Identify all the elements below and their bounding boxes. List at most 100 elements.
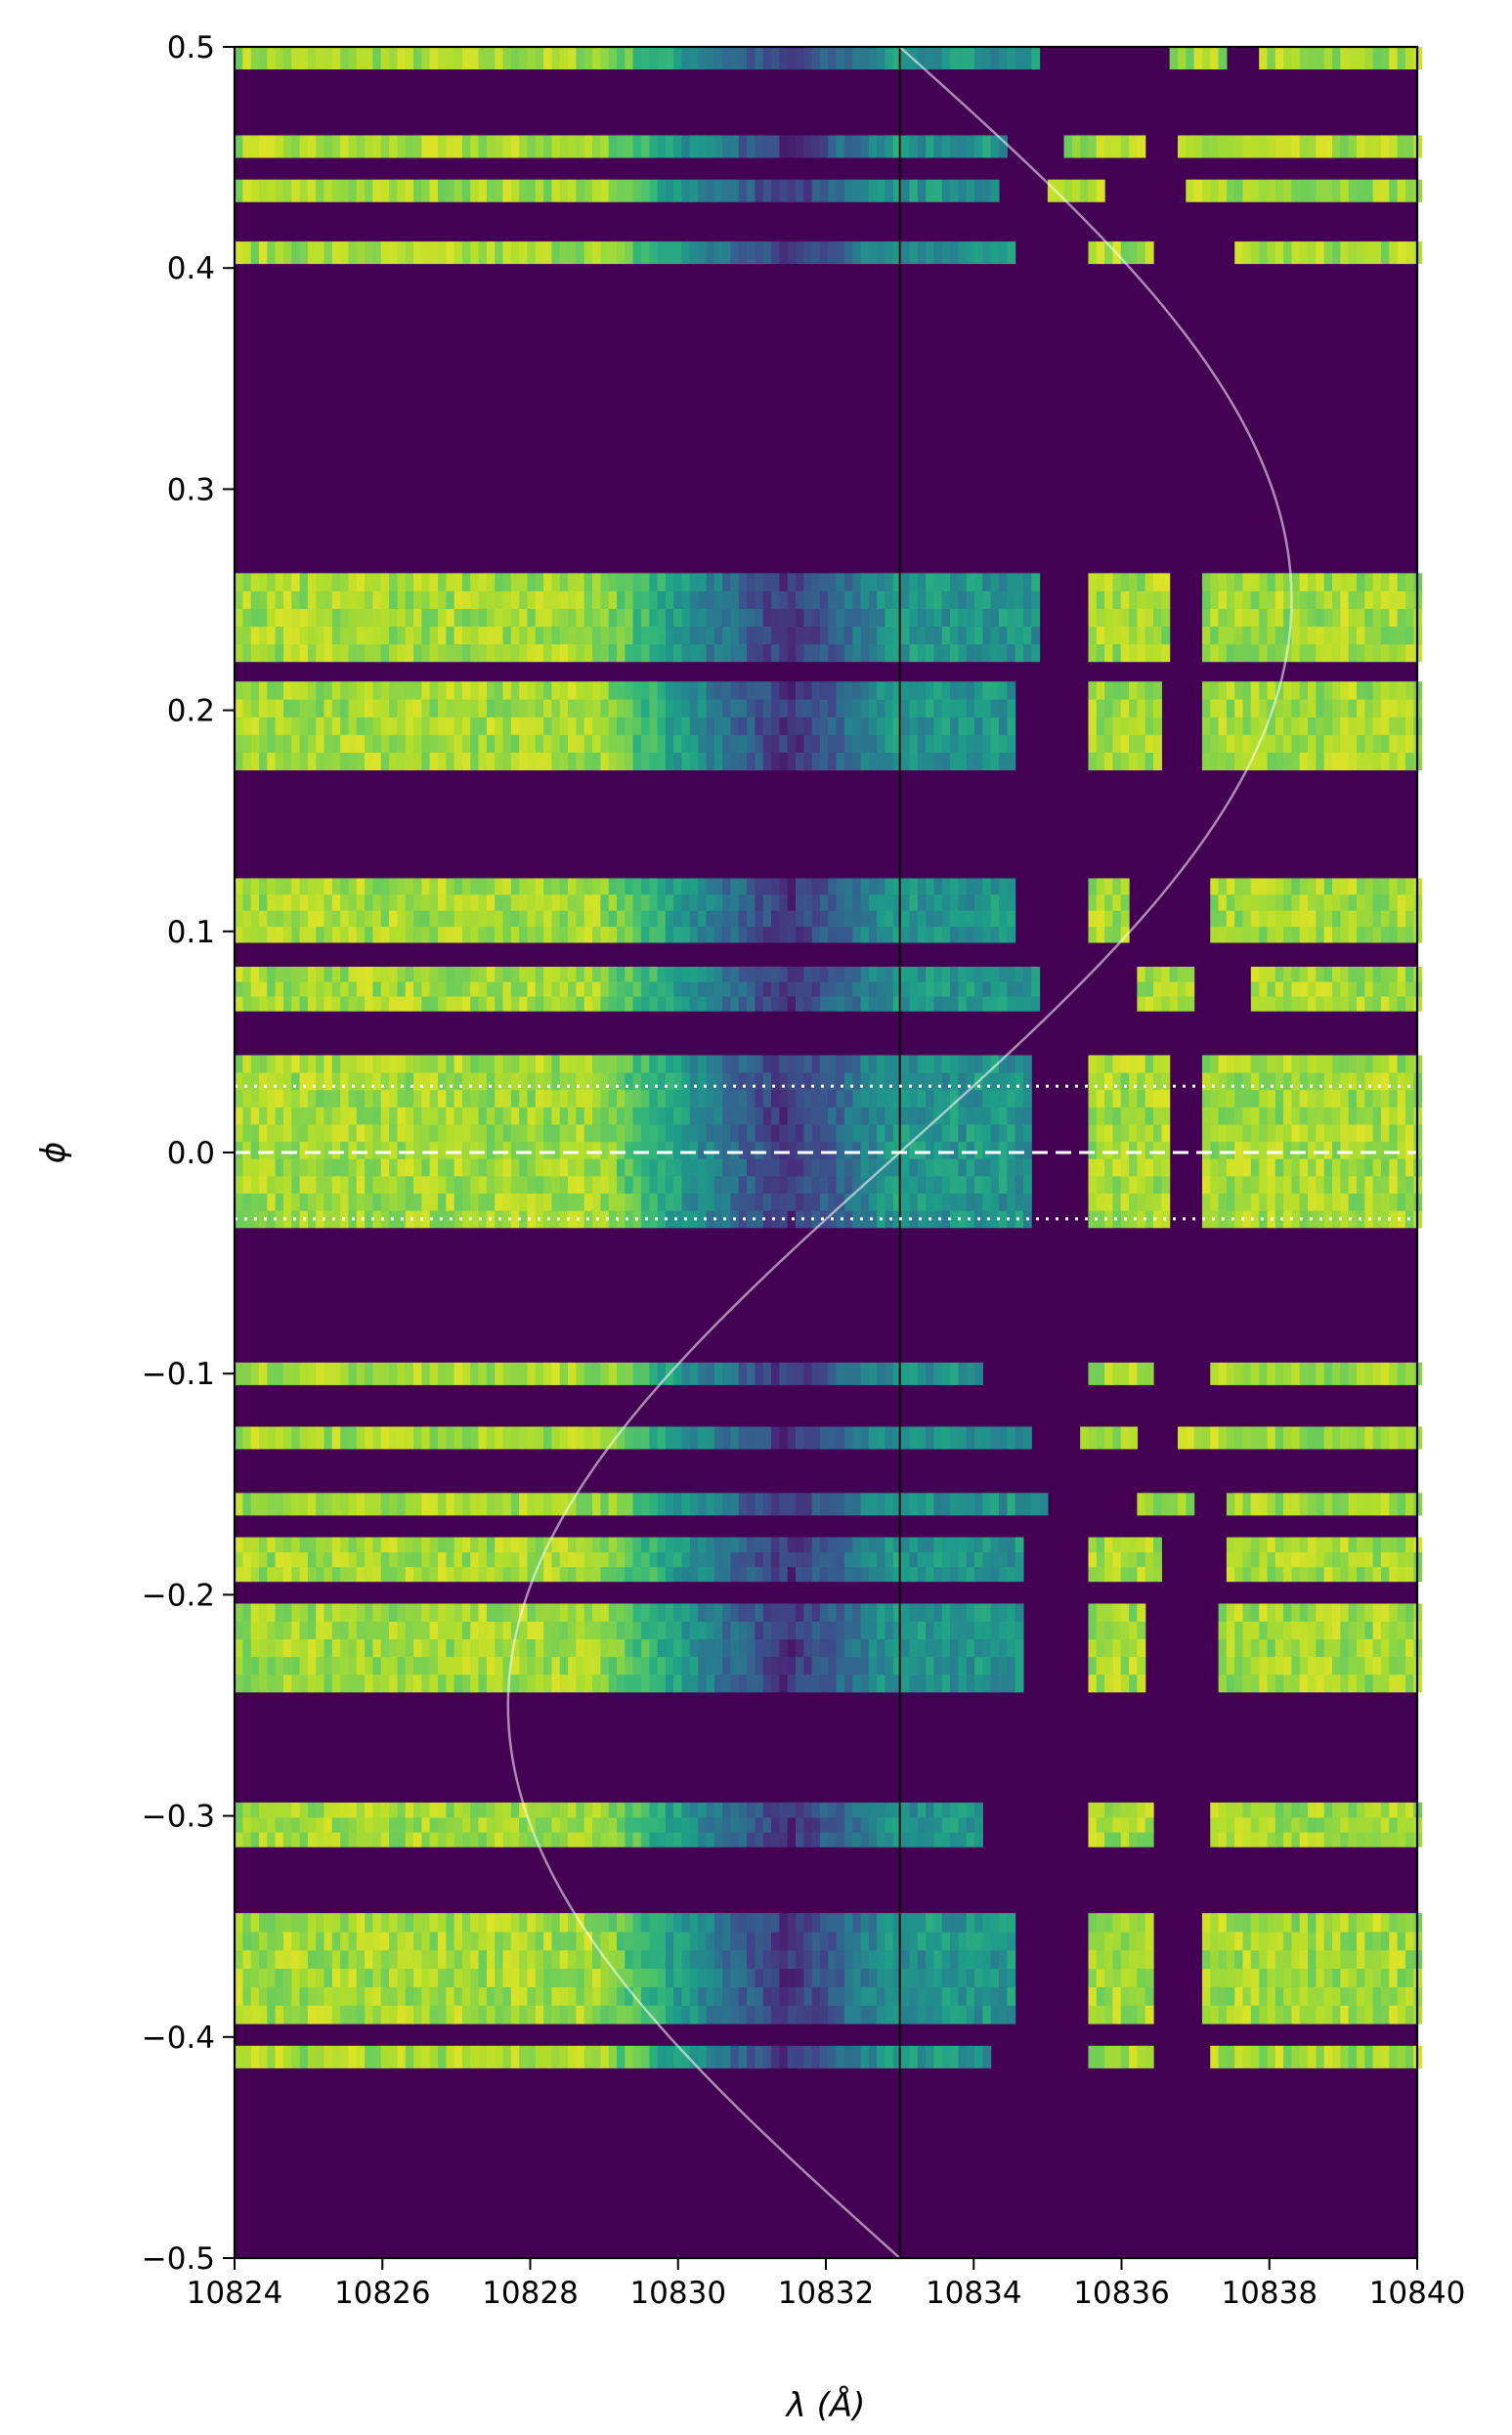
band-cell <box>365 1537 374 1553</box>
band-cell <box>437 1537 447 1553</box>
band-cell <box>738 910 748 928</box>
band-cell <box>1332 1141 1341 1159</box>
band-cell <box>1380 893 1390 911</box>
band-cell <box>331 717 341 735</box>
band-cell <box>909 1674 919 1693</box>
band-cell <box>592 996 601 1012</box>
band-cell <box>681 996 691 1012</box>
band-cell <box>519 878 529 895</box>
band-cell <box>1242 1674 1252 1693</box>
band-cell <box>551 926 561 943</box>
band-cell <box>877 878 886 895</box>
band-cell <box>600 608 610 628</box>
band-cell <box>437 1175 447 1195</box>
band-cell <box>990 1124 1000 1143</box>
band-cell <box>803 926 813 943</box>
band-cell <box>730 893 740 911</box>
band-cell <box>608 699 618 717</box>
band-cell <box>291 643 301 663</box>
band-cell <box>495 996 504 1012</box>
band-cell <box>811 1072 821 1091</box>
band-cell <box>632 996 642 1012</box>
band-cell <box>779 573 789 591</box>
band-cell <box>1267 699 1276 717</box>
band-cell <box>1380 179 1390 202</box>
band-cell <box>1364 1089 1374 1108</box>
band-cell <box>722 1551 732 1568</box>
band-cell <box>698 1055 708 1073</box>
band-cell <box>966 573 975 591</box>
band-cell <box>885 135 894 158</box>
band-cell <box>389 626 398 645</box>
band-cell <box>852 878 862 895</box>
band-cell <box>583 1193 593 1211</box>
band-cell <box>559 1175 569 1195</box>
band-cell <box>1397 1566 1406 1583</box>
band-cell <box>657 878 667 895</box>
band-cell <box>681 135 691 158</box>
band-cell <box>843 717 853 735</box>
band-cell <box>901 926 911 943</box>
band-cell <box>1226 734 1235 753</box>
band-cell <box>941 681 951 700</box>
band-cell <box>632 1493 642 1516</box>
band-cell <box>698 643 708 663</box>
band-cell <box>461 1493 471 1516</box>
band-cell <box>1259 926 1269 943</box>
band-cell <box>1316 179 1325 202</box>
band-cell <box>608 1158 618 1177</box>
band-cell <box>1201 1193 1211 1211</box>
band-cell <box>941 47 951 70</box>
band-cell <box>1274 1566 1284 1583</box>
band-cell <box>1210 1072 1220 1091</box>
band-cell <box>958 1141 968 1159</box>
band-cell <box>625 1493 634 1516</box>
band-cell <box>1274 241 1284 265</box>
band-cell <box>747 966 756 982</box>
band-cell <box>429 910 439 928</box>
band-cell <box>568 241 577 265</box>
band-cell <box>730 734 740 753</box>
band-cell <box>1348 1089 1358 1108</box>
band-cell <box>640 1551 650 1568</box>
band-cell <box>421 1107 431 1125</box>
band-cell <box>267 1141 277 1159</box>
band-cell <box>583 1107 593 1125</box>
band-cell <box>282 717 292 735</box>
band-cell <box>1120 1551 1130 1568</box>
band-cell <box>909 1493 919 1516</box>
band-cell <box>730 47 740 70</box>
band-cell <box>1380 926 1390 943</box>
band-cell <box>1308 1426 1317 1450</box>
band-cell <box>966 1426 975 1450</box>
band-cell <box>885 1175 894 1195</box>
band-cell <box>356 573 366 591</box>
band-cell <box>1137 699 1146 717</box>
band-cell <box>665 590 674 609</box>
band-cell <box>1323 643 1333 663</box>
band-cell <box>706 1141 715 1159</box>
band-cell <box>356 1537 366 1553</box>
band-cell <box>258 1493 268 1516</box>
band-cell <box>1267 681 1276 700</box>
band-cell <box>738 996 748 1012</box>
band-cell <box>1308 626 1317 645</box>
band-cell <box>348 135 358 158</box>
band-cell <box>316 926 325 943</box>
band-cell <box>356 1141 366 1159</box>
band-cell <box>1308 752 1317 771</box>
band-cell <box>583 1566 593 1583</box>
band-cell <box>779 1158 789 1177</box>
band-cell <box>1088 1055 1098 1073</box>
band-cell <box>998 1193 1008 1211</box>
band-cell <box>437 1141 447 1159</box>
band-cell <box>348 981 358 997</box>
band-cell <box>665 643 674 663</box>
band-cell <box>885 878 894 895</box>
band-cell <box>795 1107 804 1125</box>
band-cell <box>1259 626 1269 645</box>
band-cell <box>258 1537 268 1553</box>
band-cell <box>689 241 699 265</box>
band-cell <box>421 878 431 895</box>
band-cell <box>933 179 943 202</box>
